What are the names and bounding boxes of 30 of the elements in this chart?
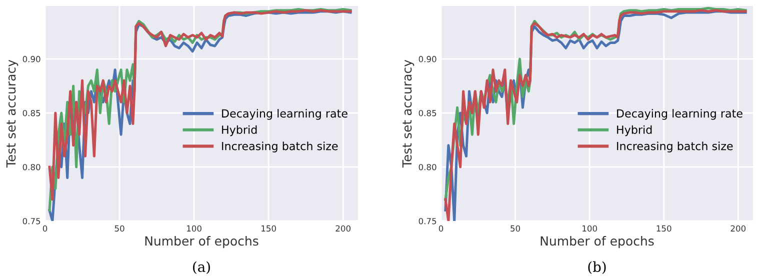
- legend-label: Hybrid: [222, 125, 257, 136]
- text: (b): [588, 261, 606, 274]
- x-tick-label: 150: [656, 225, 672, 232]
- legend-label: Hybrid: [617, 125, 652, 136]
- legend-label: Decaying learning rate: [617, 109, 742, 120]
- x-tick-label: 200: [730, 225, 746, 232]
- y-tick-label: 0.75: [418, 218, 436, 224]
- text: (a): [193, 261, 210, 274]
- x-axis-title: Number of epochs: [145, 236, 258, 248]
- y-tick-label: 0.80: [418, 164, 436, 170]
- x-tick-label: 50: [114, 225, 124, 232]
- x-tick-label: 0: [438, 225, 444, 232]
- y-axis-title: Test set accuracy: [6, 60, 18, 168]
- legend-label: Increasing batch size: [222, 142, 338, 152]
- x-tick-label: 100: [187, 225, 202, 232]
- x-tick-label: 50: [510, 225, 520, 232]
- legend-label: Increasing batch size: [617, 142, 733, 152]
- y-tick-label: 0.75: [22, 218, 40, 224]
- y-axis-title: Test set accuracy: [402, 60, 414, 168]
- y-tick-label: 0.90: [418, 56, 436, 62]
- x-axis-title: Number of epochs: [540, 236, 654, 248]
- legend-label: Decaying learning rate: [222, 109, 348, 120]
- y-tick-label: 0.85: [418, 110, 436, 116]
- x-tick-label: 200: [336, 225, 350, 232]
- x-tick-label: 100: [582, 225, 597, 232]
- x-tick-label: 0: [42, 225, 48, 232]
- y-tick-label: 0.90: [22, 56, 40, 62]
- x-tick-label: 150: [262, 225, 276, 232]
- y-tick-label: 0.85: [22, 110, 40, 116]
- y-tick-label: 0.80: [22, 164, 40, 170]
